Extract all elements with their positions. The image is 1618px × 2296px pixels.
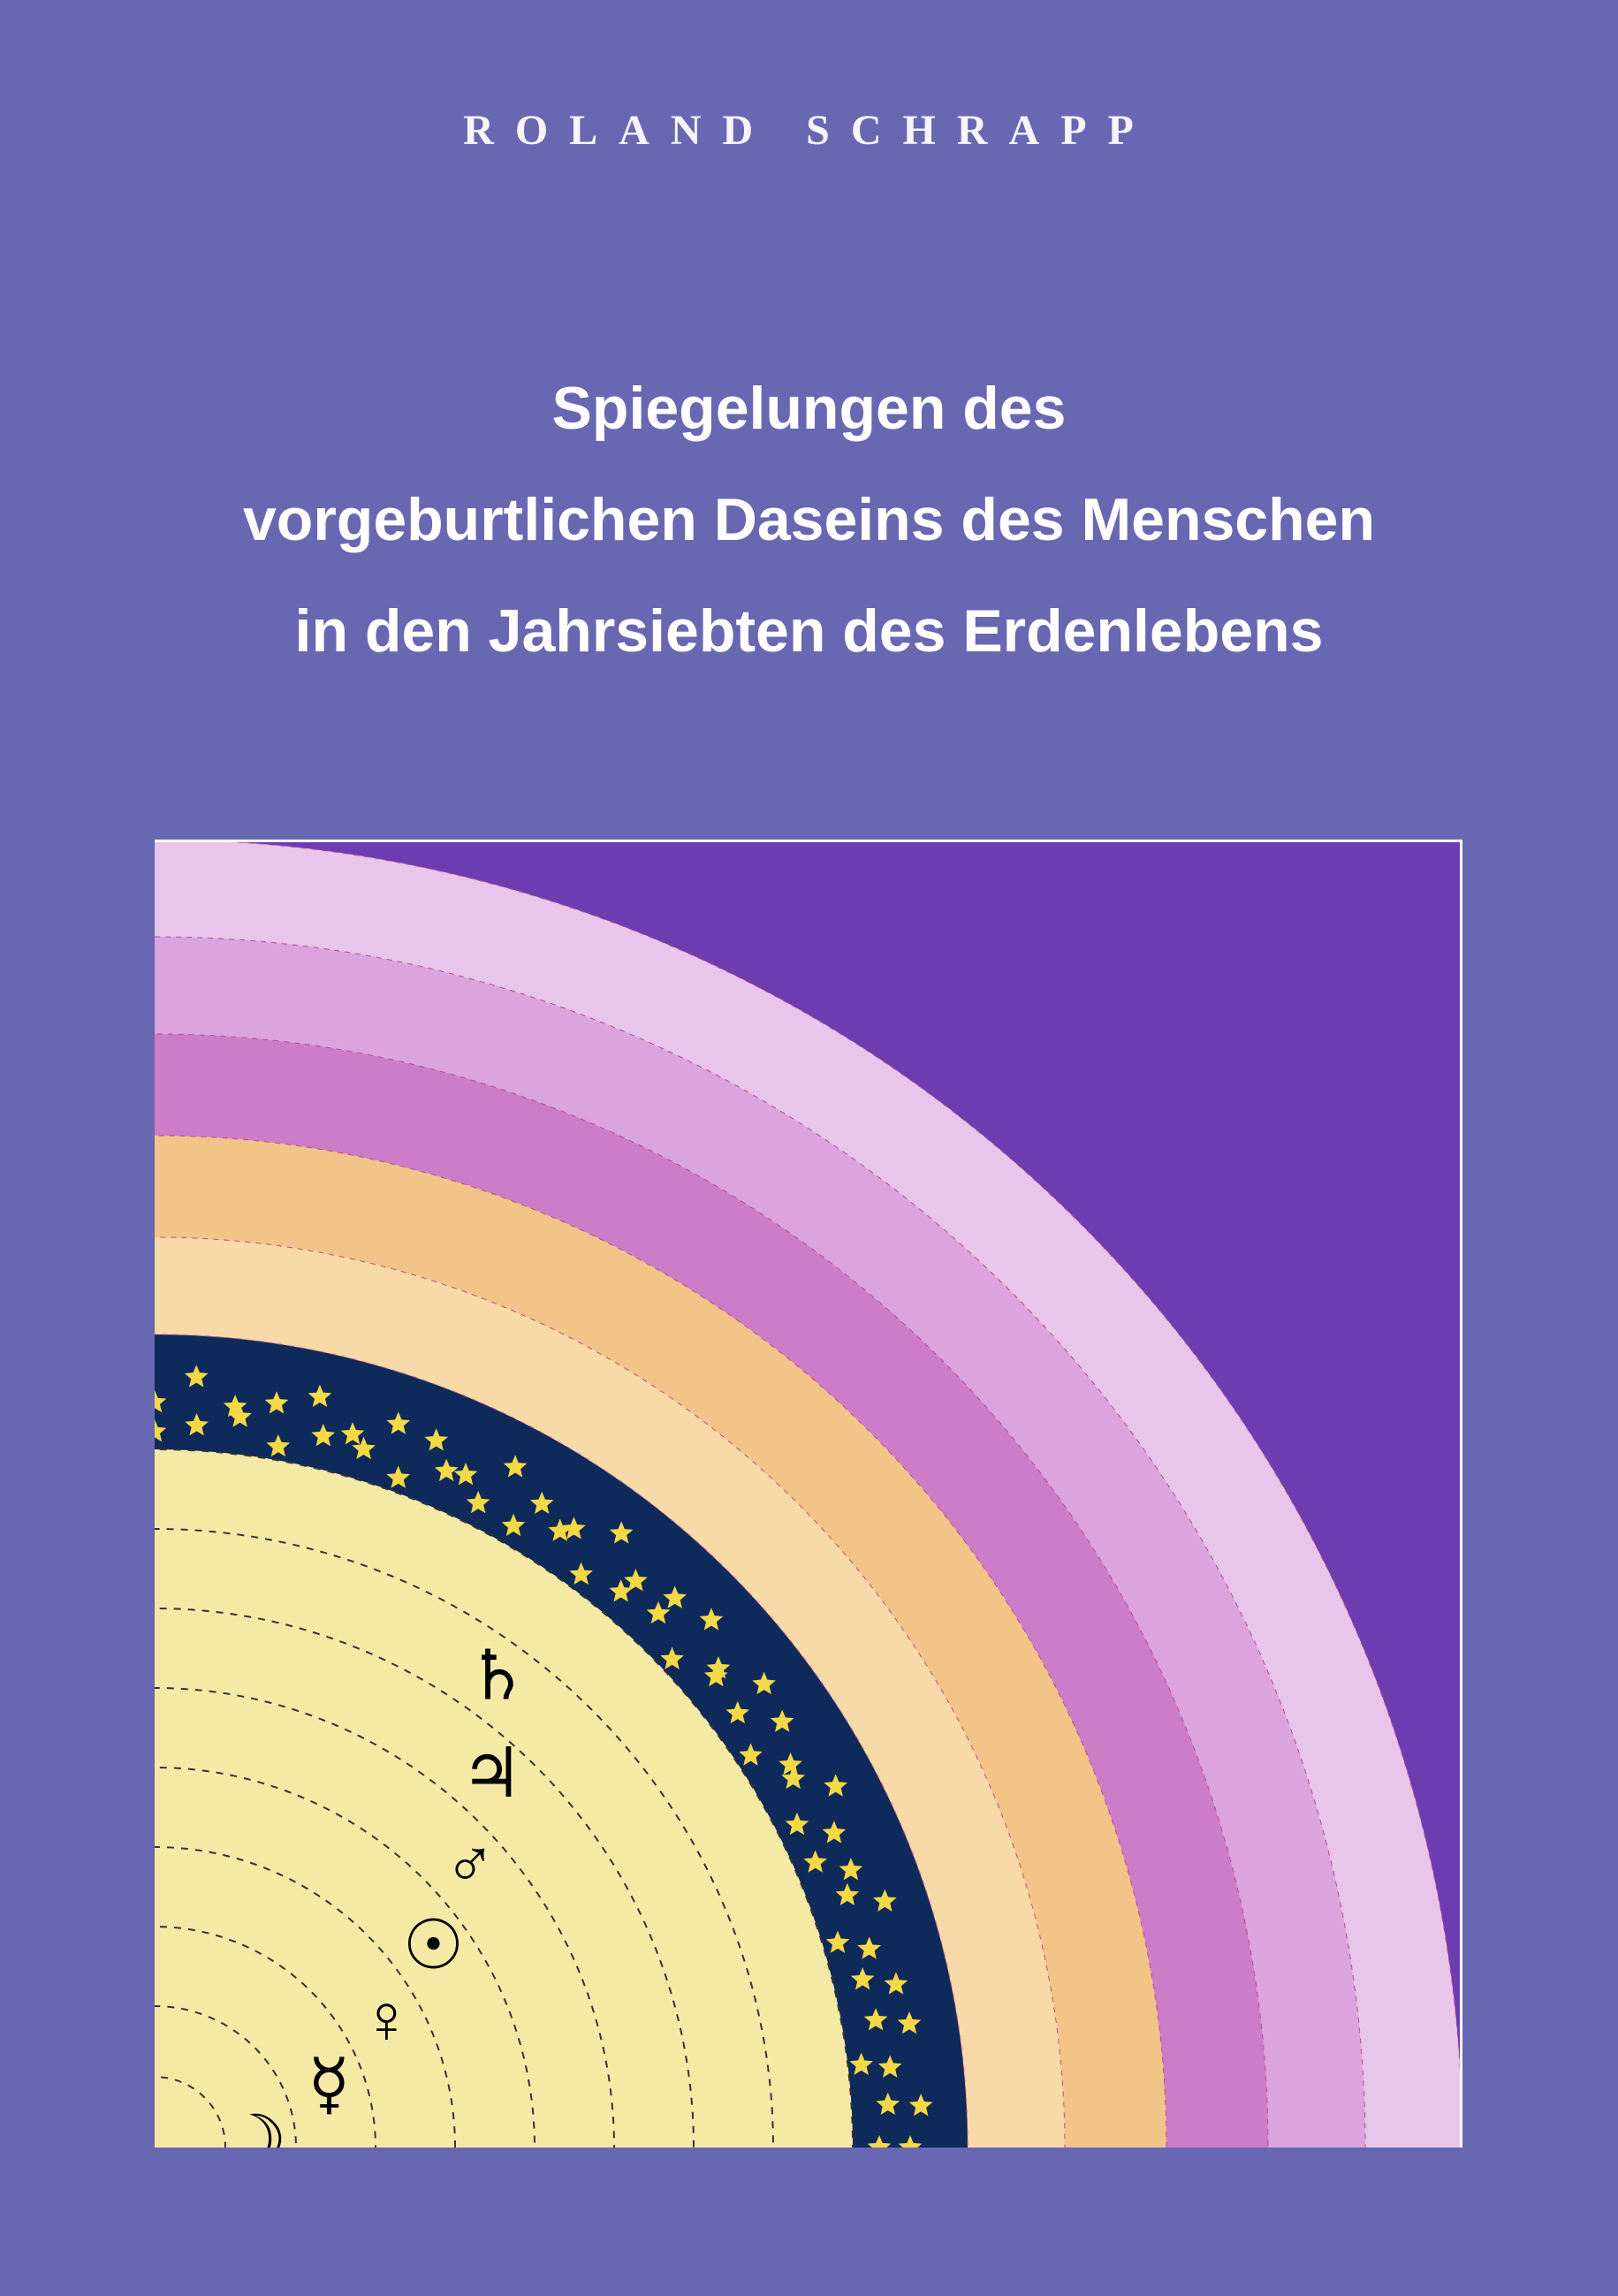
mercury-symbol: ☿	[308, 2046, 350, 2123]
planetary-spheres-diagram: ☽ ☿♀☉♂ ♃ ♄	[155, 840, 1462, 2148]
jupiter-symbol: ♃	[460, 1735, 522, 1812]
book-title: Spiegelungen des vorgeburtlichen Daseins…	[0, 354, 1618, 687]
mars-symbol: ♂	[444, 1825, 495, 1902]
title-line-1: Spiegelungen des	[0, 354, 1618, 465]
moon-symbol: ☽	[225, 2102, 287, 2148]
sun-symbol: ☉	[403, 1906, 465, 1983]
title-line-2: vorgeburtlichen Daseins des Menschen	[0, 465, 1618, 576]
spheres-svg: ☽ ☿♀☉♂ ♃ ♄	[155, 840, 1462, 2148]
author-name: ROLAND SCHRAPP	[0, 106, 1618, 155]
title-line-3: in den Jahrsiebten des Erdenlebens	[0, 576, 1618, 688]
saturn-symbol: ♄	[467, 1638, 528, 1714]
venus-symbol: ♀	[361, 1980, 413, 2057]
